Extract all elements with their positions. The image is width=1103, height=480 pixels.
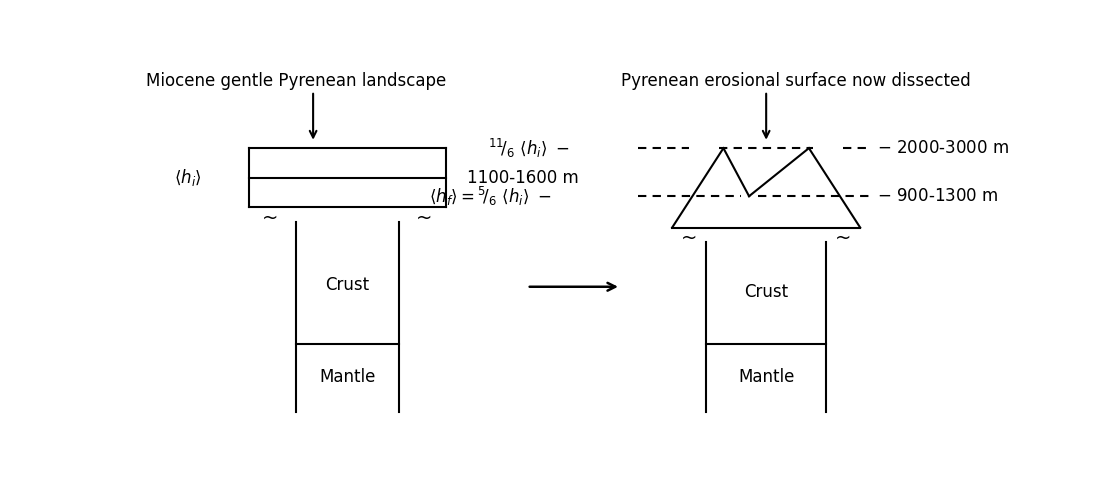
- Text: $\langle h_f \rangle = {}^{5}\!/_{6}\ \langle h_i \rangle\ -$: $\langle h_f \rangle = {}^{5}\!/_{6}\ \l…: [429, 185, 553, 208]
- Text: $^{11}\!/_{6}\ \langle h_i \rangle\ -$: $^{11}\!/_{6}\ \langle h_i \rangle\ -$: [488, 137, 569, 160]
- Text: Mantle: Mantle: [319, 368, 375, 386]
- Text: Crust: Crust: [745, 283, 789, 301]
- Text: Pyrenean erosional surface now dissected: Pyrenean erosional surface now dissected: [621, 72, 971, 90]
- Text: ~: ~: [263, 209, 279, 228]
- Text: $-\ $2000-3000 m: $-\ $2000-3000 m: [877, 139, 1009, 157]
- Text: $\langle h_i \rangle$: $\langle h_i \rangle$: [174, 167, 202, 188]
- Text: 1100-1600 m: 1100-1600 m: [467, 169, 579, 187]
- Text: $-\ $900-1300 m: $-\ $900-1300 m: [877, 187, 999, 205]
- Text: ~: ~: [416, 209, 432, 228]
- Text: Mantle: Mantle: [738, 368, 794, 386]
- Text: ~: ~: [835, 229, 852, 248]
- Text: ~: ~: [681, 229, 697, 248]
- Text: Miocene gentle Pyrenean landscape: Miocene gentle Pyrenean landscape: [147, 72, 447, 90]
- Text: Crust: Crust: [325, 276, 370, 294]
